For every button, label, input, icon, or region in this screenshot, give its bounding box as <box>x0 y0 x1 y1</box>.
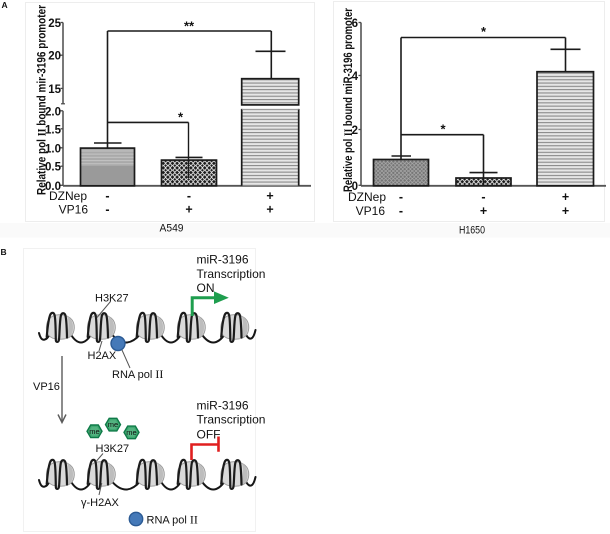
svg-text:15: 15 <box>48 84 61 96</box>
svg-text:DZNep: DZNep <box>49 189 87 203</box>
svg-text:VP16: VP16 <box>33 381 60 393</box>
svg-text:miR-3196: miR-3196 <box>197 253 249 267</box>
svg-text:ON: ON <box>197 281 215 295</box>
svg-text:4: 4 <box>352 71 359 83</box>
svg-text:+: + <box>266 189 273 203</box>
svg-text:VP16: VP16 <box>356 204 386 218</box>
svg-text:-: - <box>105 203 109 217</box>
svg-text:Transcription: Transcription <box>197 413 266 427</box>
svg-text:**: ** <box>184 19 195 34</box>
svg-text:+: + <box>185 203 192 217</box>
svg-text:+: + <box>266 203 273 217</box>
svg-text:A549: A549 <box>160 223 184 235</box>
svg-text:-: - <box>105 189 109 203</box>
svg-text:γ-H2AX: γ-H2AX <box>81 497 120 509</box>
svg-text:*: * <box>440 122 446 137</box>
svg-text:Relative pol II bound miR-319: Relative pol II bound miR-3196 promoter <box>343 8 355 192</box>
svg-text:25: 25 <box>48 18 61 30</box>
svg-text:H3K27: H3K27 <box>96 443 130 455</box>
svg-text:2.0: 2.0 <box>45 106 61 118</box>
svg-text:0: 0 <box>352 181 358 193</box>
svg-text:20: 20 <box>48 51 61 63</box>
svg-text:+: + <box>562 190 569 204</box>
svg-text:Relative pol II bound mir-319: Relative pol II bound mir-3196 promoter <box>37 5 49 195</box>
svg-text:Transcription: Transcription <box>197 267 266 281</box>
svg-text:-: - <box>481 190 485 204</box>
svg-text:+: + <box>480 204 487 218</box>
svg-text:H1650: H1650 <box>459 225 485 237</box>
svg-text:VP16: VP16 <box>59 203 89 217</box>
svg-text:6: 6 <box>352 18 358 30</box>
svg-text:-: - <box>187 189 191 203</box>
svg-text:-: - <box>399 204 403 218</box>
svg-text:OFF: OFF <box>197 428 221 442</box>
svg-text:0.5: 0.5 <box>45 162 62 174</box>
svg-text:B: B <box>1 247 7 257</box>
svg-text:-: - <box>399 190 403 204</box>
svg-text:*: * <box>481 24 487 39</box>
svg-text:2: 2 <box>352 125 358 137</box>
svg-text:DZNep: DZNep <box>348 190 386 204</box>
svg-text:0.0: 0.0 <box>45 181 61 193</box>
svg-text:miR-3196: miR-3196 <box>197 399 249 413</box>
svg-text:*: * <box>178 110 184 125</box>
svg-text:RNA pol II: RNA pol II <box>112 367 163 381</box>
svg-text:H3K27: H3K27 <box>95 293 129 305</box>
svg-text:H2AX: H2AX <box>88 350 117 362</box>
svg-text:A: A <box>2 0 8 10</box>
svg-text:+: + <box>562 204 569 218</box>
svg-text:1.5: 1.5 <box>45 124 62 136</box>
svg-text:RNA pol II: RNA pol II <box>147 513 198 527</box>
svg-text:1.0: 1.0 <box>45 143 61 155</box>
